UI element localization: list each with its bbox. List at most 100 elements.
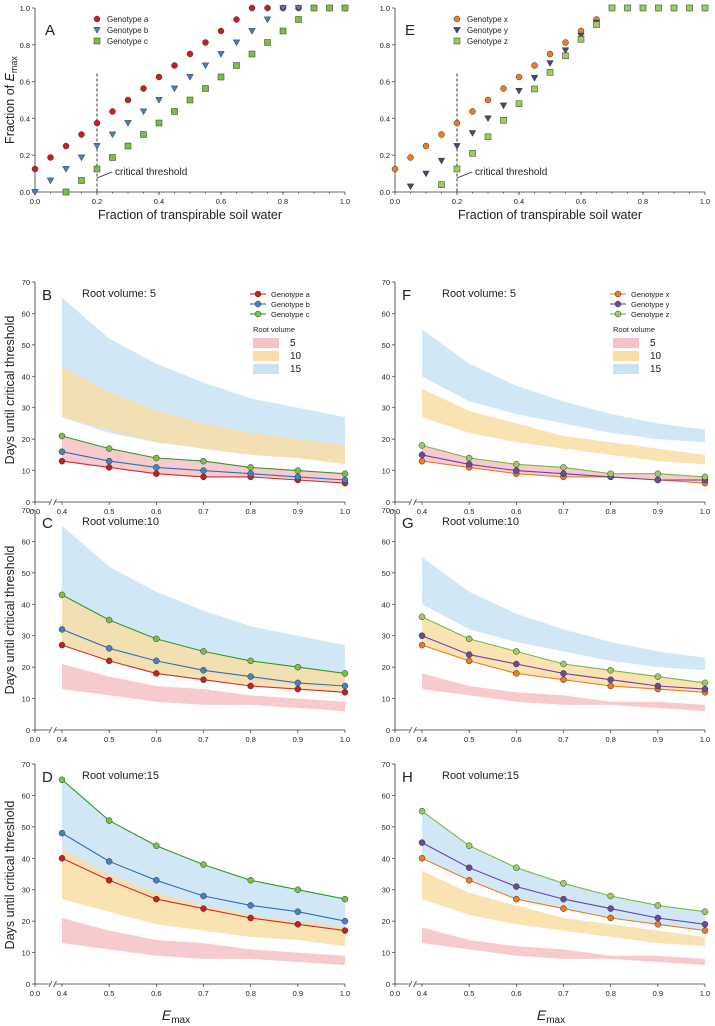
x-tick-label: 0.2 (92, 197, 102, 206)
panel-B: 0.0 0.4 0.5 0.6 0.7 0.8 0.9 1.0010203040506070B… (22, 278, 351, 516)
data-point (560, 670, 567, 677)
data-point (561, 47, 570, 55)
x-tick-label: 0.7 (198, 735, 208, 744)
data-point (608, 4, 616, 12)
data-point (58, 855, 66, 862)
y-tick-label: 20 (22, 663, 30, 672)
data-point (546, 69, 554, 76)
xlabel-emax-right: Emax (537, 1007, 565, 1026)
x-tick-label: 0.4 (57, 507, 67, 516)
data-point (560, 464, 567, 471)
x-tick-label: 1.0 (700, 989, 710, 998)
ylabel-days-left-3: Days until critical threshold (3, 801, 17, 950)
data-point (217, 51, 225, 58)
data-point (341, 927, 349, 934)
ylabel-symbol: E (3, 72, 17, 81)
data-point (407, 154, 414, 161)
data-point (513, 895, 520, 903)
y-tick-label: 1.0 (380, 4, 390, 13)
x-tick-label: 0.8 (278, 197, 288, 206)
y-tick-label: 10 (22, 695, 30, 704)
x-tick-label: 0.9 (293, 735, 303, 744)
band-legend-label: 15 (650, 364, 662, 375)
legend-label: Genotype b (107, 26, 149, 35)
y-tick-label: 40 (22, 854, 30, 863)
data-point (701, 921, 709, 928)
legend-marker (453, 15, 461, 23)
data-point (499, 102, 508, 110)
y-tick-label: 0 (386, 498, 390, 507)
x-tick-label: 0.8 (245, 735, 255, 744)
data-point (105, 817, 113, 824)
data-point (153, 470, 160, 477)
data-point (607, 676, 614, 683)
y-tick-label: 10 (382, 949, 390, 958)
band-legend-label: 5 (290, 338, 296, 349)
panel-A: 0.0 0.2 0.4 0.6 0.8 1.0 0.0 0.2 0.4 0.6 0.8 1.0 Acri… (3, 4, 350, 222)
data-point (531, 85, 538, 93)
data-point (153, 635, 160, 643)
data-point (654, 476, 662, 484)
y-tick-label: 10 (382, 695, 390, 704)
data-point (105, 457, 113, 465)
x-tick-label: 0.2 (452, 197, 462, 206)
panel-subtitle: Root volume:15 (82, 770, 159, 782)
data-point (341, 895, 349, 903)
x-tick-label: 0.5 (464, 507, 474, 516)
data-point (654, 902, 662, 909)
data-point (438, 131, 445, 138)
x-tick-label: 0.6 (151, 507, 161, 516)
x-tick-label: 1.0 (700, 507, 710, 516)
data-point (153, 464, 160, 471)
y-tick-label: 40 (382, 600, 390, 609)
data-point (465, 842, 473, 849)
data-point (341, 917, 349, 925)
data-point (105, 858, 113, 865)
legend-label: Genotype c (107, 37, 148, 46)
panel-label: B (42, 287, 52, 304)
x-tick-label: 0.5 (104, 735, 114, 744)
axis-break-mark (48, 980, 53, 988)
data-point (247, 877, 254, 884)
xlabel-emax-sub: max (171, 1015, 190, 1026)
y-tick-label: 0.6 (380, 78, 390, 87)
data-point (418, 641, 426, 649)
data-point (58, 626, 66, 633)
y-tick-label: 60 (382, 309, 390, 318)
data-point (294, 921, 302, 928)
data-point (200, 892, 207, 900)
data-point (560, 895, 567, 903)
data-point (170, 85, 179, 93)
x-tick-label: 1.0 (340, 197, 350, 206)
x-tick-label: 0.6 (511, 989, 521, 998)
data-point (418, 457, 426, 465)
data-point (78, 177, 85, 184)
data-point (465, 877, 473, 884)
data-point (153, 670, 160, 677)
data-point (247, 914, 254, 922)
legend-label: Genotype a (107, 15, 149, 24)
y-tick-label: 0 (26, 980, 30, 989)
y-tick-label: 20 (382, 663, 390, 672)
data-point (341, 476, 349, 484)
data-point (279, 27, 287, 35)
data-point (200, 473, 207, 481)
axis-break-gap (50, 728, 55, 732)
data-point (513, 648, 520, 655)
y-tick-label: 30 (22, 404, 30, 413)
data-point (422, 142, 430, 150)
data-point (310, 4, 318, 12)
x-tick-label: 0.4 (417, 507, 427, 516)
data-point (248, 4, 256, 12)
axis-break-mark (413, 980, 417, 988)
y-tick-label: 70 (382, 760, 390, 769)
panel-subtitle: Root volume:15 (442, 770, 519, 782)
data-point (58, 829, 66, 837)
data-point (701, 473, 709, 481)
data-point (186, 74, 194, 81)
y-tick-label: 70 (382, 278, 390, 287)
data-point (418, 807, 426, 815)
data-point (139, 108, 148, 116)
data-point (655, 4, 662, 12)
data-point (171, 108, 178, 115)
